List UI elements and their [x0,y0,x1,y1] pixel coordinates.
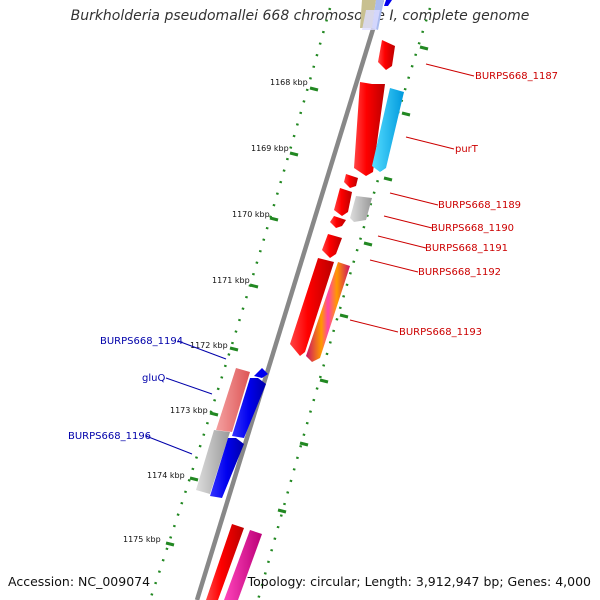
topology-text: Topology: circular; Length: 3,912,947 bp… [247,574,591,589]
forward-track-ticks [277,45,429,514]
ruler-dotted-track [148,7,332,600]
gene-label: BURPS668_1193 [399,327,482,338]
tick-mark [209,411,219,417]
tick-label: 1169 kbp [251,144,289,153]
gene-burps668-1196[interactable] [196,430,244,498]
tick-mark [269,216,279,222]
tick-label: 1172 kbp [190,341,228,350]
gene-label: gluQ [142,373,165,384]
gene-label: BURPS668_1196 [68,431,151,442]
tick-label: 1175 kbp [123,535,161,544]
forward-leader-lines [349,63,475,333]
tick-mark [309,86,319,92]
reverse-leader-lines [145,340,227,455]
ruler-ticks [165,86,319,547]
gene-burps668-1189[interactable] [334,174,358,216]
map-title: Burkholderia pseudomallei 668 chromosome… [70,8,530,24]
tick-mark [229,346,239,352]
gene-gluq[interactable] [232,378,266,438]
gene-label: purT [455,144,479,155]
chromosome-backbone [194,0,385,600]
gene-burps668-1192[interactable] [290,258,334,356]
ruler-tick-labels: 1168 kbp 1169 kbp 1170 kbp 1171 kbp 1172… [123,78,308,544]
tick-label: 1171 kbp [212,276,250,285]
tick-mark [189,476,199,482]
gene-label: BURPS668_1189 [438,200,521,211]
forward-gene-labels: BURPS668_1187 purT BURPS668_1189 BURPS66… [399,71,558,338]
tick-mark [289,151,299,157]
tick-label: 1168 kbp [270,78,308,87]
gene-burps668-1194[interactable] [216,368,250,432]
gene-burps668-1187[interactable] [378,40,395,70]
tick-mark [249,283,259,289]
gene-burps668-1190[interactable] [350,196,372,222]
gene-small-blue-arrow[interactable] [254,368,268,378]
accession-text: Accession: NC_009074 [8,574,151,589]
gene-label: BURPS668_1192 [418,267,501,278]
tick-label: 1173 kbp [170,406,208,415]
forward-dotted-track [256,7,432,600]
reverse-gene-labels: BURPS668_1194 gluQ BURPS668_1196 [68,336,183,442]
gene-purt[interactable] [354,82,404,176]
gene-label: BURPS668_1187 [475,71,558,82]
gene-label: BURPS668_1190 [431,223,514,234]
gene-bottom-red[interactable] [206,524,262,600]
tick-label: 1174 kbp [147,471,185,480]
gene-top-partial[interactable] [360,0,392,30]
gene-label: BURPS668_1194 [100,336,183,347]
gene-label: BURPS668_1191 [425,243,508,254]
tick-label: 1170 kbp [232,210,270,219]
gene-burps668-1193[interactable] [306,262,350,362]
gene-burps668-1191[interactable] [322,216,346,258]
tick-mark [165,541,175,547]
